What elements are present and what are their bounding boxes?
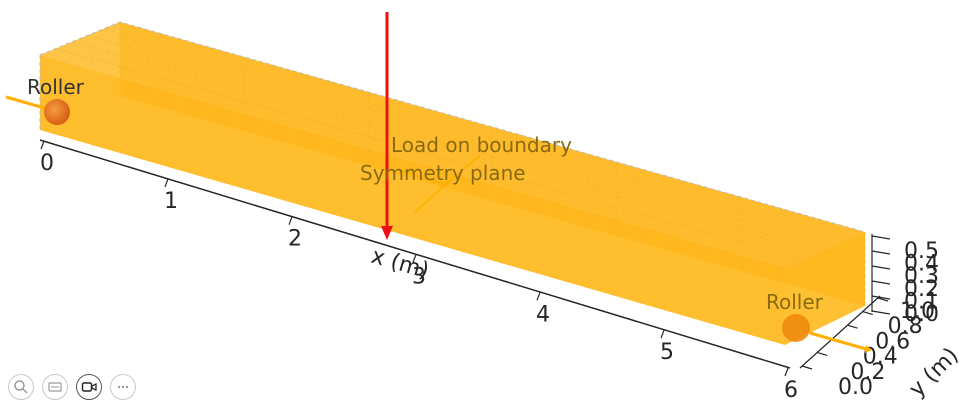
x-tick-label: 5 [660,340,674,365]
camera-icon[interactable] [76,374,102,400]
y-tick-mark [801,365,813,370]
y-tick-label: 0.8 [888,314,923,339]
z-tick-label: 0.1 [904,289,939,314]
roller-support-right [782,314,872,353]
y-tick-label: 1.0 [900,299,935,324]
x-axis-line [39,139,791,369]
x-tick-mark [660,329,665,339]
y-axis-label: y (m) [905,343,964,402]
beam-end-face [785,232,865,345]
z-tick-mark [871,235,891,240]
roller-right-label: Roller [766,290,824,314]
beam-front-face [40,55,785,345]
z-tick-mark [871,295,891,300]
z-tick-label: 0.5 [904,239,939,264]
load-label: Load on boundary [391,133,572,157]
load-arrow [381,12,393,240]
symmetry-label: Symmetry plane [360,161,526,185]
beam-top-face [40,22,865,268]
x-tick-mark [412,254,417,263]
x-tick-mark [536,292,541,301]
x-tick-label: 3 [412,265,426,290]
y-tick-label: 0.0 [838,375,873,400]
y-tick-mark [817,351,828,356]
x-tick-label: 1 [164,189,178,214]
x-tick-mark [164,178,169,188]
y-tick-label: 0.6 [875,329,910,354]
roller-left-label: Roller [27,75,85,99]
x-tick-mark [40,140,45,150]
y-tick-mark [877,297,889,302]
x-tick-label: 6 [784,378,798,403]
beam [39,21,866,345]
plot-toolbar [8,374,136,400]
y-tick-mark [862,311,873,316]
z-tick-mark [871,265,891,270]
y-tick-label: 0.2 [850,360,885,385]
y-axis-line [799,295,881,369]
z-tick-mark [871,310,891,315]
x-tick-mark [288,216,293,225]
x-tick-mark [784,367,789,377]
roller-support-left [5,95,70,125]
z-tick-label: 0.2 [904,277,939,302]
x-tick-label: 4 [536,302,550,327]
z-tick-mark [871,280,891,285]
z-tick-label: 0.3 [904,264,939,289]
axes [39,139,881,369]
zoom-icon[interactable] [8,374,34,400]
pan-icon[interactable] [42,374,68,400]
z-tick-label: 0.4 [904,252,939,277]
z-tick-label: 0.0 [904,302,939,327]
more-icon[interactable] [110,374,136,400]
x-tick-label: 2 [288,227,302,252]
z-tick-mark [871,250,891,255]
symmetry-plane-lines [399,154,481,213]
x-tick-label: 0 [40,151,54,176]
y-tick-mark [847,324,858,329]
